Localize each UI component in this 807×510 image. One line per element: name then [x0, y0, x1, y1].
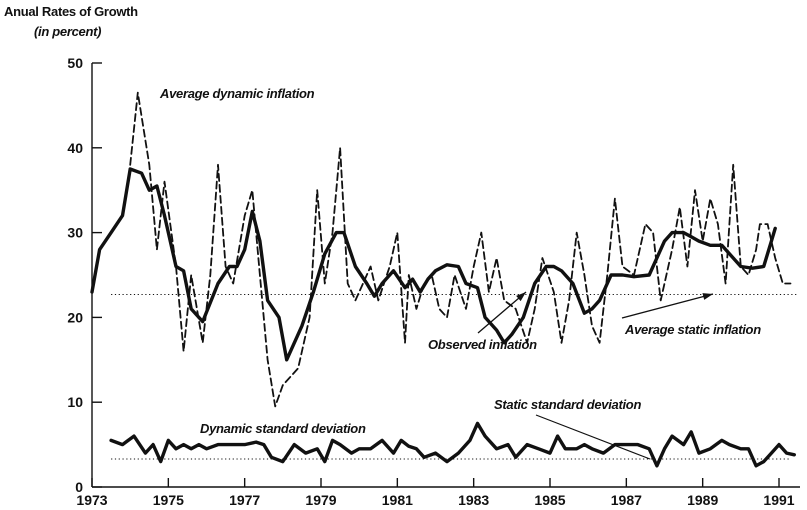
x-tick-label: 1973: [76, 492, 107, 508]
x-tick-label: 1975: [153, 492, 184, 508]
x-tick-label: 1977: [229, 492, 260, 508]
x-tick-label: 1979: [305, 492, 336, 508]
x-tick-label: 1991: [763, 492, 794, 508]
annotation-dynamic-standard-deviation: Dynamic standard deviation: [200, 421, 366, 436]
arrow-average-static-inflation: [621, 293, 714, 319]
annotation-static-standard-deviation: Static standard deviation: [494, 397, 641, 412]
x-tick-label: 1985: [534, 492, 565, 508]
arrow-head: [516, 292, 526, 302]
annotations: Average dynamic inflation Observed inflat…: [159, 86, 761, 460]
y-tick-label: 30: [67, 225, 83, 241]
reference-lines: [111, 294, 799, 460]
y-tick-label: 40: [67, 140, 83, 156]
leader-static-standard-deviation: [535, 414, 651, 460]
series-line-dynamic-sd: [109, 421, 796, 468]
series-lines: [90, 91, 796, 468]
arrow-shaft: [477, 291, 527, 334]
y-tick-label: 20: [67, 309, 83, 325]
tick-labels: 0 10 20 30 40 50 1973 1975 1977 1979 1981 1983 1985 1…: [67, 55, 794, 508]
x-tick-label: 1989: [687, 492, 718, 508]
arrow-shaft: [621, 293, 714, 319]
series-line-dynamic: [129, 91, 792, 408]
annotation-average-dynamic-inflation: Average dynamic inflation: [159, 86, 315, 101]
x-tick-label: 1987: [611, 492, 642, 508]
y-axis-unit-label: (in percent): [34, 24, 102, 39]
annotation-observed-inflation: Observed inflation: [428, 337, 537, 352]
axes: [91, 62, 800, 488]
y-axis-label: Anual Rates of Growth: [4, 4, 138, 19]
y-tick-label: 50: [67, 55, 83, 71]
y-tick-label: 0: [75, 479, 83, 495]
x-tick-label: 1983: [458, 492, 489, 508]
y-tick-label: 10: [67, 394, 83, 410]
x-tick-label: 1981: [382, 492, 413, 508]
arrow-observed-inflation: [477, 291, 527, 334]
annotation-average-static-inflation: Average static inflation: [624, 322, 761, 337]
arrow-head: [702, 293, 713, 300]
